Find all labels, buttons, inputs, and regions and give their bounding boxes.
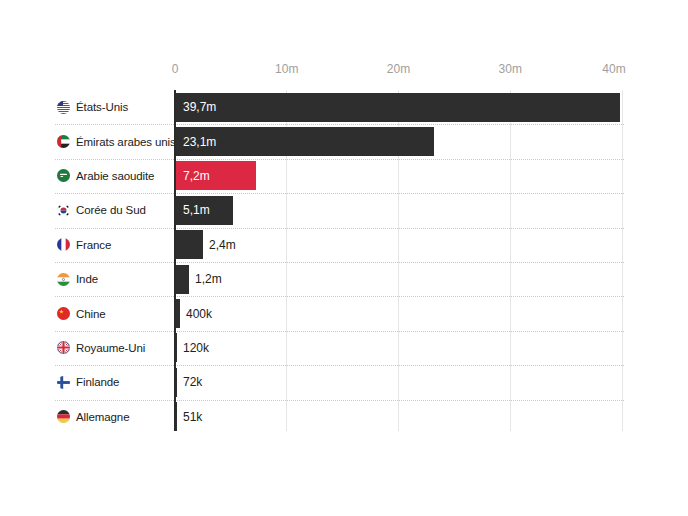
value-label: 72k xyxy=(183,365,202,399)
value-label: 120k xyxy=(183,331,209,365)
country-label: Inde xyxy=(76,273,98,285)
chart-row: Chine 400k xyxy=(0,296,688,330)
chart-row: Royaume-Uni 120k xyxy=(0,331,688,365)
country-cell: Corée du Sud xyxy=(57,193,146,227)
flag-sa-icon xyxy=(57,169,70,182)
country-cell: Émirats arabes unis xyxy=(57,124,176,158)
bar[interactable] xyxy=(176,368,177,397)
country-label: Corée du Sud xyxy=(76,204,146,216)
flag-de-icon xyxy=(57,410,70,423)
value-label: 400k xyxy=(186,296,212,330)
country-label: Arabie saoudite xyxy=(76,170,154,182)
bar[interactable] xyxy=(176,230,203,259)
bar[interactable] xyxy=(176,93,620,122)
value-label: 51k xyxy=(183,400,202,434)
country-label: Royaume-Uni xyxy=(76,342,145,354)
x-axis-tick-label: 10m xyxy=(275,62,298,76)
bar[interactable] xyxy=(176,299,180,328)
bar-chart: 010m20m30m40mÉtats-Unis39,7mÉmirats arab… xyxy=(0,0,688,516)
chart-row: Émirats arabes unis 23,1m xyxy=(0,124,688,158)
chart-row: Allemagne 51k xyxy=(0,400,688,434)
country-cell: Inde xyxy=(57,262,98,296)
bar[interactable] xyxy=(176,265,189,294)
x-axis-tick-label: 20m xyxy=(387,62,410,76)
country-cell: Allemagne xyxy=(57,400,129,434)
country-cell: Finlande xyxy=(57,365,119,399)
chart-row: États-Unis 39,7m xyxy=(0,90,688,124)
country-label: Allemagne xyxy=(76,411,129,423)
country-label: France xyxy=(76,239,111,251)
flag-in-icon xyxy=(57,273,70,286)
value-label: 7,2m xyxy=(183,159,210,193)
chart-row: Inde 1,2m xyxy=(0,262,688,296)
country-cell: Chine xyxy=(57,296,106,330)
chart-row: Arabie saoudite 7,2m xyxy=(0,159,688,193)
flag-fi-icon xyxy=(57,376,70,389)
flag-kr-icon xyxy=(57,204,70,217)
country-cell: France xyxy=(57,228,111,262)
value-label: 1,2m xyxy=(195,262,222,296)
flag-ae-icon xyxy=(57,135,70,148)
country-label: Finlande xyxy=(76,376,119,388)
value-label: 5,1m xyxy=(183,193,210,227)
flag-us-icon xyxy=(57,101,70,114)
flag-cn-icon xyxy=(57,307,70,320)
bar[interactable] xyxy=(176,402,177,431)
chart-row: Finlande 72k xyxy=(0,365,688,399)
chart-row: France 2,4m xyxy=(0,228,688,262)
chart-row: Corée du Sud 5,1m xyxy=(0,193,688,227)
country-cell: États-Unis xyxy=(57,90,128,124)
x-axis-tick-label: 40m xyxy=(602,62,625,76)
country-label: Chine xyxy=(76,308,106,320)
value-label: 23,1m xyxy=(183,124,216,158)
country-cell: Royaume-Uni xyxy=(57,331,145,365)
flag-fr-icon xyxy=(57,238,70,251)
y-axis-zero-line xyxy=(174,90,176,431)
flag-gb-icon xyxy=(57,341,70,354)
value-label: 39,7m xyxy=(183,90,216,124)
x-axis-tick-label: 0 xyxy=(172,62,179,76)
value-label: 2,4m xyxy=(209,228,236,262)
country-label: Émirats arabes unis xyxy=(76,136,176,148)
bar[interactable] xyxy=(176,333,177,362)
x-axis-tick-label: 30m xyxy=(499,62,522,76)
country-cell: Arabie saoudite xyxy=(57,159,154,193)
country-label: États-Unis xyxy=(76,101,128,113)
